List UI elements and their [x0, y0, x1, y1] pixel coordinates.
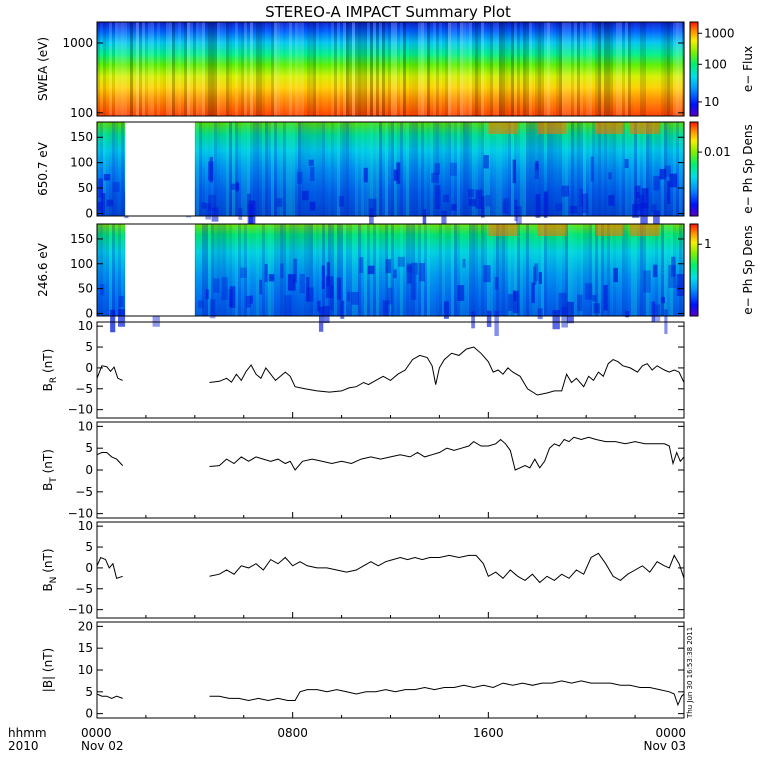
panel-bmag: 0 5 10 15 20 |B| (nT) — [41, 619, 685, 721]
pad650-ylabel: 650.7 eV — [36, 141, 50, 196]
pad246-ytick-label: 0 — [85, 307, 93, 321]
bt-ytick-label: 10 — [78, 419, 93, 433]
generation-timestamp: Thu Jun 30 16:53:38 2011 — [686, 627, 694, 719]
x-year-label: 2010 — [8, 739, 39, 753]
chart-title: STEREO-A IMPACT Summary Plot — [265, 3, 511, 21]
bt-ytick-label: −10 — [68, 507, 93, 521]
pad650-frame — [96, 121, 685, 217]
bt-series-line-1 — [209, 436, 685, 471]
bt-ytick-label: 0 — [85, 463, 93, 477]
swea-colorbar — [689, 21, 699, 117]
panel-bn: −10 −5 0 5 10 BN (nT) — [41, 519, 685, 619]
pad650-colorbar-tick-label: 0.01 — [704, 145, 731, 159]
x-tick-label: 1600 — [473, 726, 504, 740]
x-tick-date: Nov 03 — [643, 739, 686, 753]
swea-colorbar-label: e− Flux — [741, 46, 755, 92]
bmag-frame — [96, 621, 685, 719]
x-row-label: hhmm — [8, 726, 47, 740]
panel-bt: −10 −5 0 5 10 BT (nT) — [41, 419, 685, 521]
swea-ylabel: SWEA (eV) — [36, 37, 50, 101]
bmag-ytick-label: 5 — [85, 685, 93, 699]
bn-ytick-label: −5 — [75, 582, 93, 596]
swea-ytick-label: 100 — [70, 106, 93, 120]
bt-frame — [96, 421, 685, 519]
bmag-ytick-label: 10 — [78, 663, 93, 677]
pad246-ytick-label: 100 — [70, 257, 93, 271]
br-ytick-label: 10 — [78, 319, 93, 333]
br-series-line-0 — [96, 365, 123, 381]
bn-ylabel: BN (nT) — [41, 548, 59, 591]
bn-ytick-label: −10 — [68, 603, 93, 617]
swea-colorbar-tick-label: 1000 — [704, 26, 735, 40]
x-tick-label: 0000 — [655, 726, 686, 740]
pad246-colorbar-label: e− Ph Sp Dens — [741, 225, 755, 314]
br-ytick-label: −5 — [75, 382, 93, 396]
br-ytick-label: 0 — [85, 361, 93, 375]
x-tick-date: Nov 02 — [81, 739, 124, 753]
bt-series-line-0 — [96, 452, 124, 466]
pad246-frame — [96, 223, 685, 317]
bmag-ylabel: |B| (nT) — [41, 648, 55, 692]
swea-ytick-label: 1000 — [62, 36, 93, 50]
pad650-colorbar — [689, 121, 699, 217]
br-ytick-label: −10 — [68, 403, 93, 417]
bmag-series-line-1 — [209, 680, 685, 707]
panel-pad246: 0 50 100 150 246.6 eV 1 e− Ph Sp Dens — [36, 223, 755, 337]
panel-pad650: 0 50 100 150 650.7 eV 0.01 e− Ph Sp Dens — [36, 121, 755, 236]
pad246-ytick-label: 150 — [70, 232, 93, 246]
x-tick-label: 0800 — [277, 726, 308, 740]
pad246-data-gap — [125, 224, 195, 316]
bn-ytick-label: 5 — [85, 540, 93, 554]
bt-ylabel: BT (nT) — [41, 449, 59, 491]
swea-frame — [96, 21, 685, 117]
bt-ytick-label: −5 — [75, 485, 93, 499]
panel-swea: 100 1000 SWEA (eV) 10 100 1000 e− Flux — [36, 21, 755, 120]
br-frame — [96, 321, 685, 419]
bn-frame — [96, 521, 685, 619]
swea-colorbar-tick-label: 100 — [704, 57, 727, 71]
bn-ytick-label: 0 — [85, 561, 93, 575]
pad246-colorbar — [689, 223, 699, 317]
br-ytick-label: 5 — [85, 340, 93, 354]
bmag-ytick-label: 0 — [85, 707, 93, 721]
panel-br: −10 −5 0 5 10 BR (nT) — [41, 319, 685, 419]
br-ylabel: BR (nT) — [41, 349, 59, 392]
pad650-ytick-label: 150 — [70, 130, 93, 144]
swea-texture — [97, 22, 685, 116]
pad650-ytick-label: 50 — [78, 181, 93, 195]
pad246-ylabel: 246.6 eV — [36, 242, 50, 297]
br-series-line-1 — [209, 346, 685, 396]
bn-series-line-1 — [209, 552, 685, 584]
bn-series-line-0 — [96, 556, 123, 579]
bmag-ytick-label: 20 — [78, 619, 93, 633]
bmag-series-line-0 — [96, 693, 123, 699]
pad650-data-gap — [125, 122, 195, 216]
pad246-ytick-label: 50 — [78, 282, 93, 296]
magnetic-field-panels: −10 −5 0 5 10 BR (nT) −10 −5 0 5 10 BT (nT) −10 −5 0 5 1… — [41, 319, 685, 721]
bn-ytick-label: 10 — [78, 519, 93, 533]
pad650-colorbar-label: e− Ph Sp Dens — [741, 124, 755, 213]
pad650-ytick-label: 0 — [85, 206, 93, 220]
pad650-ytick-label: 100 — [70, 156, 93, 170]
bmag-ytick-label: 15 — [78, 641, 93, 655]
bt-ytick-label: 5 — [85, 441, 93, 455]
x-tick-label: 0000 — [81, 726, 112, 740]
pad246-colorbar-tick-label: 1 — [704, 237, 712, 251]
swea-colorbar-tick-label: 10 — [704, 95, 719, 109]
swea-spectrogram — [97, 22, 684, 116]
